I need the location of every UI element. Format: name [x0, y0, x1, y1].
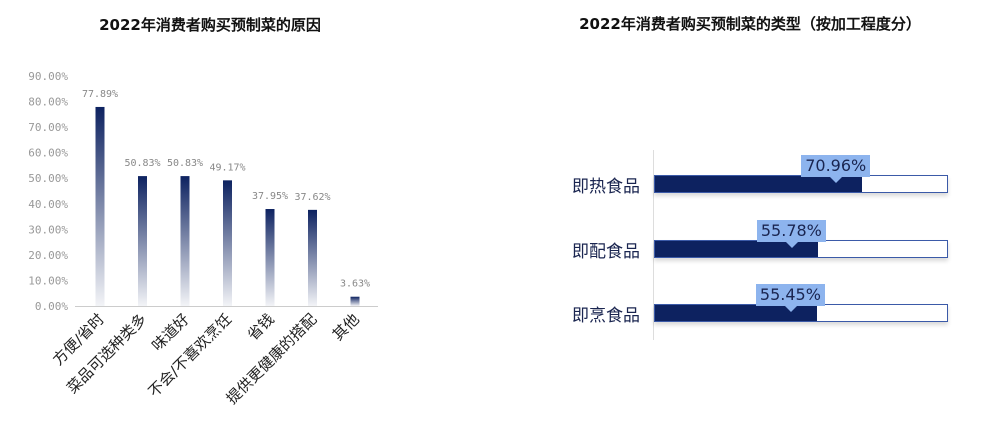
bar: [350, 296, 360, 306]
data-label: 50.83%: [124, 158, 160, 169]
bar: [138, 176, 147, 306]
bar: [308, 209, 317, 306]
y-tick-label: 20.00%: [28, 249, 68, 262]
data-label: 49.17%: [209, 162, 245, 173]
bar: [95, 106, 105, 306]
data-label: 55.78%: [756, 219, 826, 248]
y-tick-label: 60.00%: [28, 147, 68, 160]
category-label: 即烹食品: [572, 306, 640, 326]
left-chart-title: 2022年消费者购买预制菜的原因: [99, 16, 321, 34]
x-category-label: 其他: [329, 310, 363, 344]
bar-track: [654, 239, 948, 258]
bar: [655, 176, 863, 192]
data-label: 77.89%: [82, 89, 118, 100]
y-tick-label: 30.00%: [28, 223, 68, 236]
x-category-label: 省钱: [244, 310, 278, 344]
data-label: 37.62%: [294, 192, 330, 203]
y-tick-label: 50.00%: [28, 172, 68, 185]
bar: [265, 209, 275, 306]
reasons-bar-chart: 0.00% 10.00% 20.00% 30.00% 40.00% 50.00% 60.00…: [28, 70, 378, 408]
y-tick-label: 80.00%: [28, 96, 68, 109]
bar-track: [654, 304, 948, 322]
category-label: 即配食品: [572, 241, 640, 262]
data-label: 50.83%: [167, 158, 203, 169]
data-label: 3.63%: [340, 279, 370, 290]
category-label: 即热食品: [572, 177, 640, 197]
y-tick-label: 90.00%: [28, 70, 68, 83]
y-tick-label: 40.00%: [28, 198, 68, 211]
bar: [180, 176, 190, 306]
y-tick-label: 70.00%: [28, 121, 68, 134]
y-tick-label: 0.00%: [35, 300, 68, 313]
category-axis: [653, 150, 654, 340]
right-chart-title: 2022年消费者购买预制菜的类型（按加工程度分）: [579, 15, 921, 33]
bar: [655, 240, 818, 257]
bar: [223, 180, 232, 306]
data-label: 55.45%: [755, 284, 825, 312]
data-label: 37.95%: [252, 191, 288, 202]
data-label: 70.96%: [801, 155, 871, 183]
y-tick-label: 10.00%: [28, 274, 68, 287]
bar-track: [654, 175, 948, 193]
bar: [655, 305, 817, 321]
